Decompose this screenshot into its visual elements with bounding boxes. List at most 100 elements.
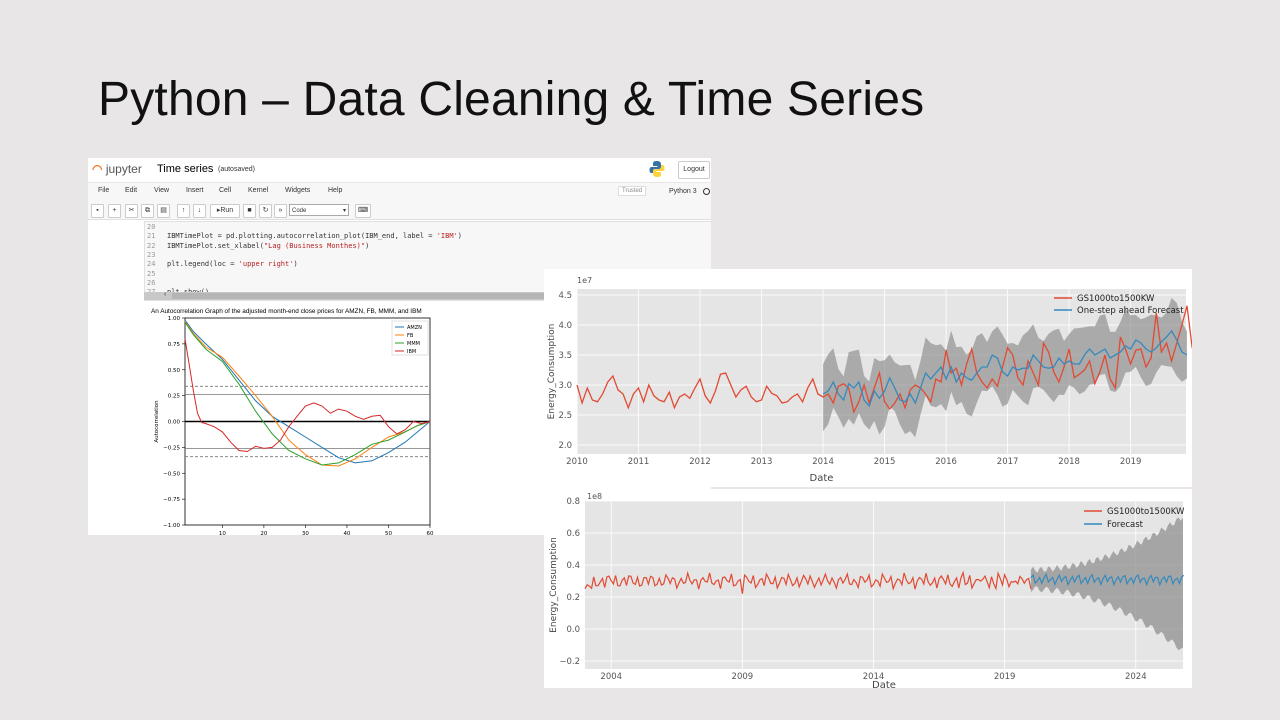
legend-label: AMZN — [407, 325, 422, 331]
x-tick-label: 2012 — [689, 457, 711, 467]
y-tick-label: 0.25 — [168, 394, 181, 400]
y-tick-label: 0.4 — [566, 561, 580, 571]
notebook-toolbar: ▪ + ✂ ⧉ ▤ ↑ ↓ ▸Run ■ ↻ » Code ▾ ⌨ — [88, 201, 711, 220]
jupyter-logo[interactable]: ◠ jupyter — [92, 162, 142, 176]
legend-label: Forecast — [1107, 520, 1144, 530]
y-tick-label: 1.00 — [168, 316, 181, 322]
copy-icon[interactable]: ⧉ — [141, 204, 154, 218]
legend-label: IBM — [407, 349, 416, 355]
x-tick-label: 2004 — [600, 672, 622, 682]
y-tick-label: 0.50 — [168, 368, 181, 374]
x-tick-label: 2010 — [566, 457, 588, 467]
cut-icon[interactable]: ✂ — [125, 204, 138, 218]
x-tick-label: 2016 — [935, 457, 957, 467]
slide-title: Python – Data Cleaning & Time Series — [98, 73, 925, 126]
code-line: IBMTimePlot = pd.plotting.autocorrelatio… — [167, 232, 463, 241]
scrollbar-thumb[interactable] — [172, 293, 711, 299]
add-cell-icon[interactable]: + — [108, 204, 121, 218]
y-tick-label: −1.00 — [163, 523, 180, 529]
menu-edit[interactable]: Edit — [125, 187, 138, 194]
stop-icon[interactable]: ■ — [243, 204, 256, 218]
one-step-forecast-panel: 2010 2011 2012 2013 2014 2015 2016 2017 2018 2019… — [544, 269, 1280, 487]
move-down-icon[interactable]: ↓ — [193, 204, 206, 218]
y-axis-label: Energy_Consumption — [547, 324, 557, 420]
cell-type-value: Code — [292, 208, 307, 214]
line-number: 23 — [147, 250, 156, 259]
legend-label: GS1000to1500KW — [1107, 507, 1185, 517]
line-number: 24 — [147, 260, 156, 269]
code-line: IBMTimePlot.set_xlabel("Lag (Business Mo… — [167, 241, 370, 250]
notebook-name[interactable]: Time series — [157, 163, 214, 175]
save-icon[interactable]: ▪ — [91, 204, 104, 218]
acf-chart-title: An Autocorrelation Graph of the adjusted… — [151, 308, 422, 315]
x-tick-label: 60 — [427, 531, 434, 535]
x-axis-label: Date — [872, 680, 896, 688]
legend-label: GS1000to1500KW — [1077, 294, 1155, 304]
code-string: 'IBM' — [436, 232, 458, 241]
code-string: 'upper right' — [238, 260, 294, 269]
y-tick-label: −0.75 — [163, 497, 180, 503]
x-tick-label: 50 — [385, 531, 392, 535]
x-tick-label: 2014 — [812, 457, 834, 467]
scroll-left-icon[interactable]: ‹ — [164, 291, 167, 298]
y-tick-label: 4.5 — [558, 291, 572, 301]
menu-view[interactable]: View — [154, 187, 170, 194]
x-axis-label: Date — [810, 473, 834, 484]
series-line-mmm — [184, 321, 431, 466]
x-tick-label: 2013 — [751, 457, 773, 467]
long-term-forecast-panel: 2004 2009 2014 2019 2024 0.8 0.6 0.4 0.2 0.0 −0.2 1… — [544, 489, 1192, 691]
long-term-forecast-chart: 2004 2009 2014 2019 2024 0.8 0.6 0.4 0.2 0.0 −0.2 1… — [549, 492, 1185, 691]
menu-help[interactable]: Help — [328, 187, 343, 194]
x-tick-label: 10 — [219, 531, 226, 535]
kernel-name: Python 3 — [669, 188, 697, 195]
code-string: "Lag (Business Monthes)" — [263, 241, 366, 250]
menu-insert[interactable]: Insert — [186, 187, 204, 194]
notebook-header: ◠ jupyter Time series (autosaved) Logout — [88, 158, 711, 182]
logout-button[interactable]: Logout — [678, 161, 710, 179]
line-number: 26 — [147, 278, 156, 287]
menu-kernel[interactable]: Kernel — [248, 187, 269, 194]
line-number: 20 — [147, 223, 156, 231]
series-line-fb — [184, 320, 431, 467]
trusted-badge[interactable]: Trusted — [618, 186, 647, 196]
menu-widgets[interactable]: Widgets — [285, 187, 311, 194]
y-tick-label: 0.00 — [168, 420, 181, 426]
x-tick-label: 2009 — [732, 672, 754, 682]
autosave-status: (autosaved) — [218, 166, 255, 173]
restart-icon[interactable]: ↻ — [259, 204, 272, 218]
line-number: 25 — [147, 269, 156, 278]
y-tick-label: −0.2 — [559, 657, 580, 667]
fast-forward-icon[interactable]: » — [274, 204, 287, 218]
python-logo-icon — [649, 161, 665, 177]
y-tick-label: −0.50 — [163, 471, 180, 477]
x-tick-label: 2011 — [628, 457, 650, 467]
series-line-observed — [584, 570, 1032, 594]
series-line-ibm — [184, 338, 431, 453]
run-button[interactable]: ▸Run — [210, 204, 240, 218]
horizontal-scrollbar[interactable]: ‹ — [144, 291, 711, 300]
x-tick-label: 2019 — [994, 672, 1016, 682]
x-tick-label: 2024 — [1125, 672, 1147, 682]
keyboard-icon[interactable]: ⌨ — [355, 204, 371, 218]
menu-file[interactable]: File — [98, 187, 110, 194]
y-tick-label: 3.5 — [558, 351, 572, 361]
menu-cell[interactable]: Cell — [219, 187, 232, 194]
confidence-interval — [1030, 517, 1183, 651]
series-line-forecast — [822, 329, 1188, 408]
y-axis-label: Autocorrelation — [154, 400, 160, 443]
code-line: plt.legend(loc = 'upper right') — [167, 260, 298, 269]
legend-label: FB — [407, 333, 414, 339]
autocorrelation-chart: 1.00 0.75 0.50 0.25 0.00 −0.25 −0.50 −0.75 −1.00… — [154, 316, 434, 535]
y-tick-label: 0.75 — [168, 342, 181, 348]
legend-label: MMM — [407, 341, 420, 347]
cell-type-select[interactable]: Code ▾ — [289, 204, 349, 216]
kernel-status-icon — [703, 188, 710, 195]
series-line-observed — [576, 305, 1280, 414]
move-up-icon[interactable]: ↑ — [177, 204, 190, 218]
legend-label: One-step ahead Forecast — [1077, 306, 1184, 316]
paste-icon[interactable]: ▤ — [157, 204, 170, 218]
y-tick-label: 0.6 — [566, 529, 580, 539]
x-tick-label: 40 — [343, 531, 350, 535]
one-step-forecast-chart: 2010 2011 2012 2013 2014 2015 2016 2017 2018 2019… — [547, 276, 1280, 484]
jupyter-logo-text: jupyter — [105, 162, 142, 176]
